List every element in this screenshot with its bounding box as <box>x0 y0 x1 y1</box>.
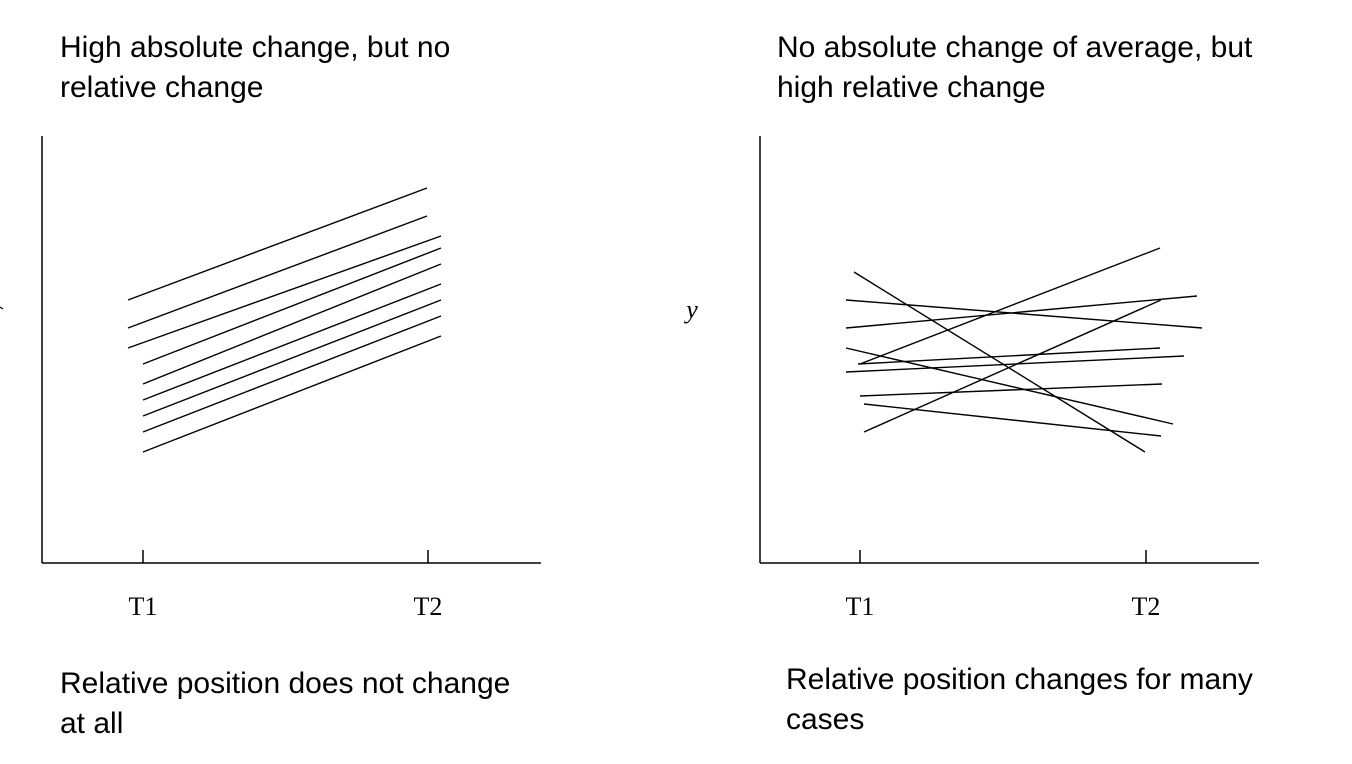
panel-2-caption-line-1: Relative position changes for many <box>786 663 1253 696</box>
chart-2-series-line-5 <box>857 347 1161 365</box>
panel-1-caption-line-1: Relative position does not change <box>60 667 511 700</box>
chart-2-series-line-4 <box>845 347 1174 425</box>
chart-2-series-line-10 <box>863 299 1162 433</box>
panel-2-title: No absolute change of average, but high … <box>777 28 1252 108</box>
chart-1-series-line-6 <box>142 283 442 401</box>
chart-1-series-line-7 <box>142 299 442 417</box>
panel-2-title-line-1: No absolute change of average, but <box>777 31 1253 64</box>
chart-1-tick-label-T1: T1 <box>129 592 158 621</box>
chart-1-series-line-9 <box>142 335 442 453</box>
panel-2-title-line-2: high relative change <box>777 71 1046 104</box>
chart-1-series-line-2 <box>127 215 428 329</box>
chart-1-series-line-1 <box>127 187 428 301</box>
panel-1-title-line-1: High absolute change, but no <box>60 31 451 64</box>
edge-fragment-mark <box>0 306 4 310</box>
chart-1-series-line-5 <box>142 263 442 385</box>
panel-1-caption-line-2: at all <box>60 707 124 740</box>
chart-2-series-line-7 <box>859 247 1161 365</box>
chart-1-tick-label-T2: T2 <box>414 592 443 621</box>
chart-2-y-axis-label: y <box>683 295 698 324</box>
panel-2-caption-line-2: cases <box>786 703 865 736</box>
chart-2-series-line-2 <box>845 299 1203 329</box>
panel-1-caption: Relative position does not change at all <box>60 664 510 744</box>
chart-2-series-line-1 <box>853 271 1146 453</box>
chart-2-series-line-3 <box>845 295 1198 329</box>
panel-1-title: High absolute change, but no relative ch… <box>60 28 450 108</box>
panel-2-caption: Relative position changes for many cases <box>786 660 1253 740</box>
chart-2-tick-label-T2: T2 <box>1132 592 1161 621</box>
chart-1-series-line-8 <box>142 315 442 433</box>
chart-2-series-line-8 <box>859 383 1163 397</box>
chart-2-tick-label-T1: T1 <box>846 592 875 621</box>
chart-1-series-line-4 <box>142 247 442 365</box>
chart-1-series-line-3 <box>127 235 442 349</box>
chart-2-series-line-9 <box>863 403 1162 437</box>
chart-2-series-line-6 <box>845 355 1185 373</box>
panel-1-title-line-2: relative change <box>60 71 264 104</box>
